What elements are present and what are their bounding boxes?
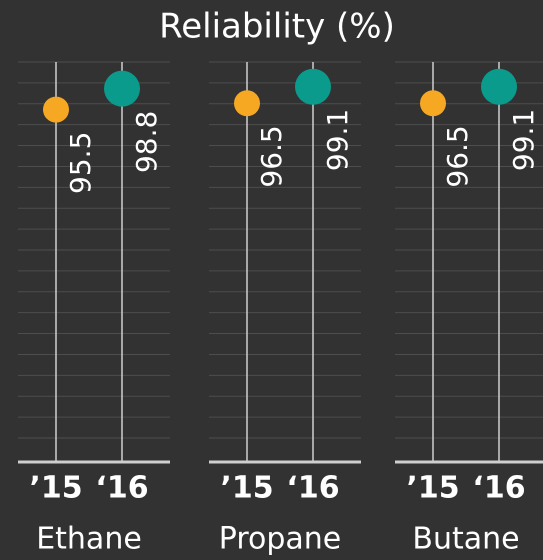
x-tick-label: ’15 [29,471,82,506]
x-tick-label: ‘16 [95,471,148,506]
value-label: 98.8 [130,111,163,173]
dot [420,90,446,117]
panel-label: Ethane [36,522,142,557]
dot [43,96,69,123]
x-tick-label: ‘16 [472,471,525,506]
value-label: 99.1 [507,109,540,171]
panel-label: Propane [219,522,342,557]
panel-label: Butane [412,522,519,557]
value-label: 96.5 [255,125,288,187]
dot [104,70,140,107]
value-label: 95.5 [64,132,97,194]
value-label: 99.1 [321,109,354,171]
x-tick-label: ’15 [220,471,273,506]
x-tick-label: ’15 [406,471,459,506]
dot [295,68,331,105]
x-tick-label: ‘16 [286,471,339,506]
dot [234,90,260,117]
value-label: 96.5 [441,125,474,187]
chart-title: Reliability (%) [159,7,395,47]
dot [481,68,517,105]
